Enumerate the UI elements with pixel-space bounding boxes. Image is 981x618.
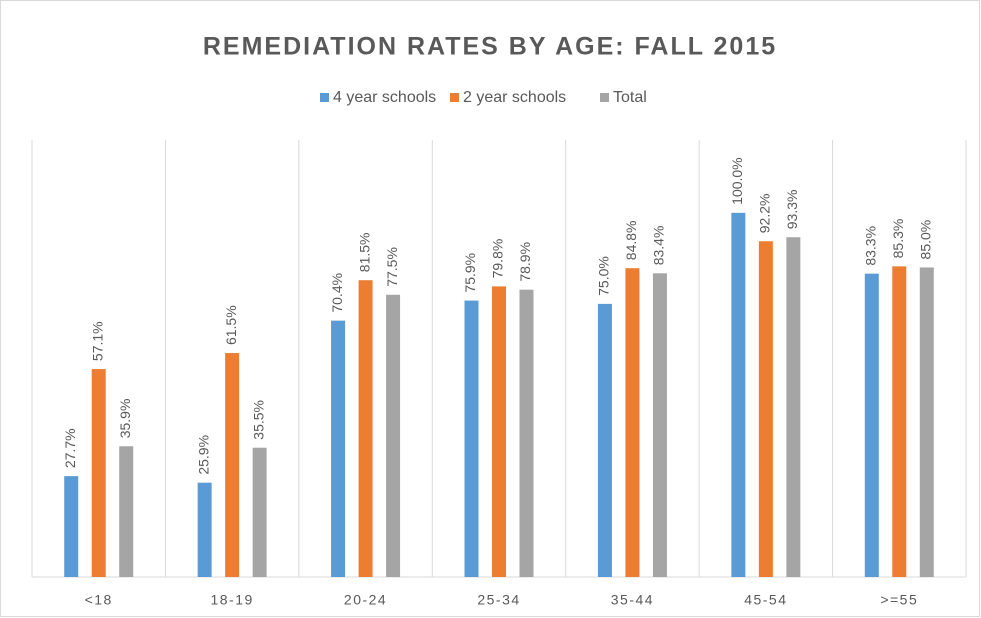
value-label: 57.1% bbox=[89, 321, 105, 361]
bar bbox=[597, 303, 612, 577]
bar bbox=[919, 267, 934, 577]
bar bbox=[252, 447, 267, 577]
x-tick-label: >=55 bbox=[880, 592, 918, 608]
value-label: 84.8% bbox=[623, 220, 639, 260]
x-tick-label: <18 bbox=[85, 592, 113, 608]
value-label: 85.0% bbox=[917, 220, 933, 260]
bar bbox=[492, 286, 506, 577]
bar bbox=[625, 268, 640, 577]
value-label: 70.4% bbox=[329, 273, 345, 313]
bar bbox=[758, 241, 773, 577]
bar bbox=[519, 289, 534, 577]
value-label: 78.9% bbox=[517, 242, 533, 282]
x-tick-label: 35-44 bbox=[611, 592, 654, 608]
legend-swatch bbox=[320, 93, 329, 102]
value-label: 25.9% bbox=[195, 435, 211, 475]
value-label: 83.3% bbox=[862, 226, 878, 266]
legend-label: 4 year schools bbox=[333, 89, 436, 106]
chart-title: REMEDIATION RATES BY AGE: FALL 2015 bbox=[203, 33, 777, 61]
legend-label: Total bbox=[613, 89, 647, 106]
bar bbox=[64, 476, 79, 577]
x-tick-label: 20-24 bbox=[344, 592, 387, 608]
x-tick-label: 45-54 bbox=[744, 592, 787, 608]
value-label: 75.9% bbox=[462, 253, 478, 293]
legend-label: 2 year schools bbox=[463, 89, 566, 106]
bar bbox=[91, 369, 106, 577]
bar bbox=[864, 273, 879, 577]
legend-swatch bbox=[450, 93, 459, 102]
bar bbox=[119, 446, 134, 577]
bar bbox=[225, 353, 240, 577]
x-tick-label: 18-19 bbox=[210, 592, 253, 608]
value-label: 35.9% bbox=[117, 399, 133, 439]
value-label: 77.5% bbox=[384, 247, 400, 287]
bar bbox=[892, 266, 907, 577]
value-label: 27.7% bbox=[62, 428, 78, 468]
value-label: 35.5% bbox=[250, 400, 266, 440]
value-label: 79.8% bbox=[490, 239, 506, 279]
bar bbox=[652, 273, 667, 577]
bar bbox=[358, 280, 373, 577]
value-label: 61.5% bbox=[223, 305, 239, 345]
value-label: 81.5% bbox=[356, 233, 372, 273]
value-label: 83.4% bbox=[651, 226, 667, 266]
bar bbox=[786, 237, 801, 578]
value-label: 100.0% bbox=[729, 157, 745, 204]
bar bbox=[464, 300, 479, 577]
bar bbox=[331, 320, 346, 577]
value-label: 93.3% bbox=[784, 190, 800, 230]
x-tick-label: 25-34 bbox=[477, 592, 520, 608]
value-label: 75.0% bbox=[596, 256, 612, 296]
value-label: 92.2% bbox=[757, 194, 773, 234]
bar bbox=[197, 482, 212, 577]
legend-swatch bbox=[600, 93, 609, 102]
bar bbox=[386, 294, 401, 577]
bar bbox=[731, 212, 746, 578]
value-label: 85.3% bbox=[890, 219, 906, 259]
